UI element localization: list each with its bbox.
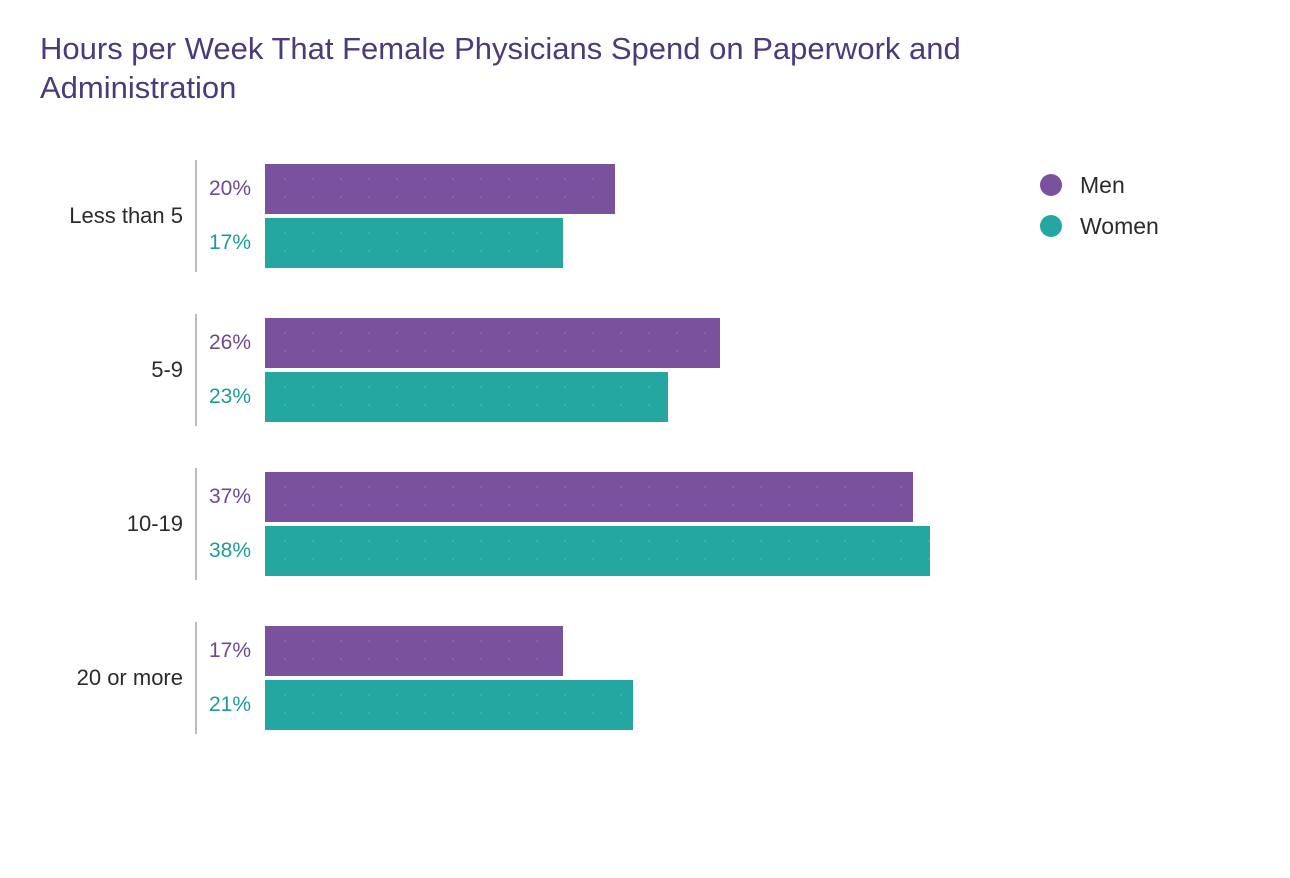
bar-group: Less than 5 20% 17%	[40, 158, 980, 274]
bars-column: 37% 38%	[195, 466, 980, 582]
bar-row-men: 17%	[195, 626, 980, 676]
axis-line	[195, 160, 197, 272]
bar-row-women: 21%	[195, 680, 980, 730]
legend-item-men: Men	[1040, 172, 1159, 199]
bar-value-women: 21%	[195, 693, 265, 717]
bar-row-women: 23%	[195, 372, 980, 422]
bar-men	[265, 472, 913, 522]
bar-women	[265, 680, 633, 730]
legend-swatch-women	[1040, 215, 1062, 237]
bar-men	[265, 164, 615, 214]
bar-group: 20 or more 17% 21%	[40, 620, 980, 736]
bar-value-men: 20%	[195, 177, 265, 201]
bar-value-men: 26%	[195, 331, 265, 355]
bar-men	[265, 626, 563, 676]
bar-groups: Less than 5 20% 17% 5-9	[40, 158, 980, 736]
bar-row-men: 20%	[195, 164, 980, 214]
legend-swatch-men	[1040, 174, 1062, 196]
axis-line	[195, 468, 197, 580]
bar-value-men: 37%	[195, 485, 265, 509]
bar-group: 10-19 37% 38%	[40, 466, 980, 582]
legend: Men Women	[1040, 172, 1159, 254]
bar-women	[265, 526, 930, 576]
bars-column: 26% 23%	[195, 312, 980, 428]
legend-label-women: Women	[1080, 213, 1159, 240]
axis-line	[195, 314, 197, 426]
bar-value-men: 17%	[195, 639, 265, 663]
bars-column: 17% 21%	[195, 620, 980, 736]
chart-container: Hours per Week That Female Physicians Sp…	[0, 0, 1290, 766]
bar-row-men: 37%	[195, 472, 980, 522]
bar-value-women: 23%	[195, 385, 265, 409]
axis-line	[195, 622, 197, 734]
category-label: Less than 5	[40, 158, 195, 274]
category-label: 20 or more	[40, 620, 195, 736]
chart-title: Hours per Week That Female Physicians Sp…	[40, 30, 1040, 108]
bars-column: 20% 17%	[195, 158, 980, 274]
legend-label-men: Men	[1080, 172, 1125, 199]
bar-women	[265, 218, 563, 268]
bar-row-women: 17%	[195, 218, 980, 268]
category-label: 5-9	[40, 312, 195, 428]
plot-area: Less than 5 20% 17% 5-9	[40, 158, 1250, 736]
bar-group: 5-9 26% 23%	[40, 312, 980, 428]
bar-value-women: 17%	[195, 231, 265, 255]
bar-women	[265, 372, 668, 422]
category-label: 10-19	[40, 466, 195, 582]
bar-row-women: 38%	[195, 526, 980, 576]
bar-men	[265, 318, 720, 368]
bar-row-men: 26%	[195, 318, 980, 368]
legend-item-women: Women	[1040, 213, 1159, 240]
bar-value-women: 38%	[195, 539, 265, 563]
